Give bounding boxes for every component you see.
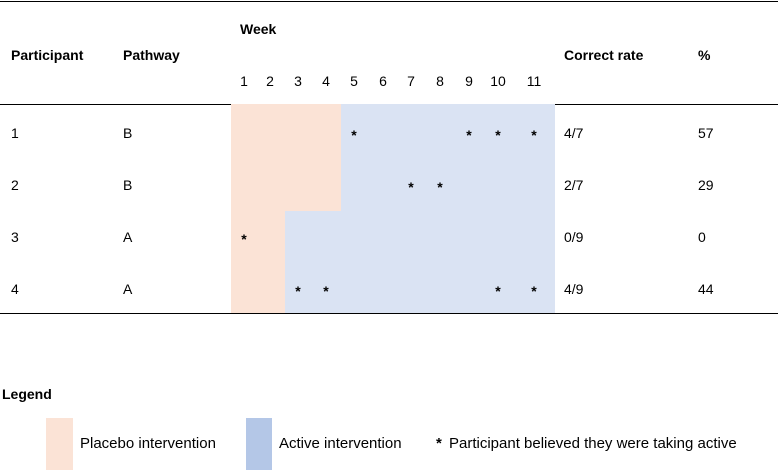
percent-cell: 44: [698, 281, 714, 297]
percent-cell: 0: [698, 229, 706, 245]
believed-active-marker: *: [437, 179, 443, 195]
header-correct-rate: Correct rate: [564, 47, 644, 63]
participant-cell: 3: [11, 229, 19, 245]
believed-active-marker: *: [495, 283, 501, 299]
week-number: 2: [266, 73, 274, 89]
active-band: [285, 211, 555, 263]
percent-cell: 57: [698, 125, 714, 141]
table-top-rule: [0, 1, 778, 2]
believed-active-marker: *: [531, 283, 537, 299]
header-percent: %: [698, 47, 711, 63]
header-participant: Participant: [11, 47, 84, 63]
believed-active-marker: *: [531, 127, 537, 143]
believed-active-marker: *: [408, 179, 414, 195]
percent-cell: 29: [698, 177, 714, 193]
placebo-band: [231, 263, 285, 313]
legend-title: Legend: [2, 386, 52, 402]
placebo-band: [231, 104, 341, 158]
correct-rate-cell: 4/9: [564, 281, 584, 297]
active-band: [285, 263, 555, 313]
placebo-band: [231, 211, 285, 263]
believed-active-marker: *: [351, 127, 357, 143]
pathway-cell: B: [123, 177, 133, 193]
header-week: Week: [240, 21, 277, 37]
placebo-band: [231, 158, 341, 211]
pathway-cell: A: [123, 281, 133, 297]
table-bottom-rule: [0, 313, 778, 314]
legend-active-swatch: [246, 418, 272, 470]
active-band: [341, 104, 555, 158]
believed-active-marker: *: [295, 283, 301, 299]
week-number: 11: [526, 73, 542, 89]
week-number: 6: [379, 73, 387, 89]
correct-rate-cell: 2/7: [564, 177, 584, 193]
legend-placebo-swatch: [46, 418, 73, 470]
week-number: 3: [294, 73, 302, 89]
participant-cell: 4: [11, 281, 19, 297]
believed-active-marker: *: [241, 231, 247, 247]
week-number: 4: [322, 73, 330, 89]
week-number: 10: [490, 73, 506, 89]
participant-cell: 1: [11, 125, 19, 141]
header-pathway: Pathway: [123, 47, 180, 63]
legend-placebo-label: Placebo intervention: [80, 435, 216, 452]
pathway-cell: A: [123, 229, 133, 245]
week-number: 9: [465, 73, 473, 89]
participant-cell: 2: [11, 177, 19, 193]
week-number: 7: [407, 73, 415, 89]
believed-active-marker: *: [323, 283, 329, 299]
correct-rate-cell: 0/9: [564, 229, 584, 245]
active-band: [341, 158, 555, 211]
week-number: 1: [240, 73, 248, 89]
legend-asterisk-label: Participant believed they were taking ac…: [449, 435, 737, 452]
legend-active-label: Active intervention: [279, 435, 402, 452]
believed-active-marker: *: [495, 127, 501, 143]
week-number: 8: [436, 73, 444, 89]
correct-rate-cell: 4/7: [564, 125, 584, 141]
believed-active-marker: *: [466, 127, 472, 143]
legend-asterisk-symbol: *: [436, 435, 442, 452]
week-number: 5: [350, 73, 358, 89]
pathway-cell: B: [123, 125, 133, 141]
